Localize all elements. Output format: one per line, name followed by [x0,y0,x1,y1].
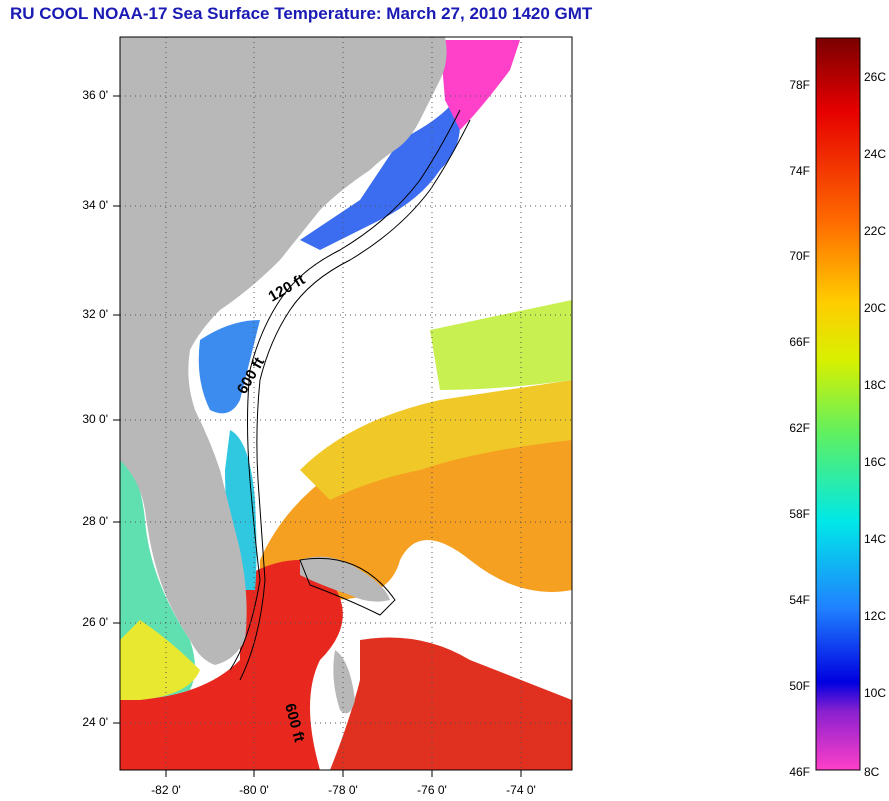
tick-marks [113,95,522,777]
lon-label: -74 0' [506,783,536,797]
lon-label: -80 0' [239,783,269,797]
colorbar-c-label: 26C [864,70,887,84]
gulf-warm-water [120,620,200,700]
colorbar-f-label: 58F [789,507,810,521]
lon-label: -76 0' [417,783,447,797]
isobath-600ft [239,119,471,681]
colorbar-c-label: 16C [864,455,887,469]
gulf-stream-region [120,560,343,770]
colorbar [815,37,861,771]
colorbar-f-label: 50F [789,679,810,693]
colorbar-c-label: 10C [864,686,887,700]
colorbar-f-label: 70F [789,249,810,263]
lat-label: 32 0' [82,307,108,321]
caribbean-warm-region [330,637,572,770]
land-bahamas-north [300,556,390,602]
lon-label: -82 0' [151,783,181,797]
colorbar-c-label: 24C [864,147,887,161]
colorbar-c-label: 12C [864,609,887,623]
mid-warm-region [300,380,572,500]
isobath-120ft [229,109,461,671]
colorbar-c-label: 20C [864,301,887,315]
colorbar-c-label: 8C [864,765,880,779]
lat-label: 30 0' [82,412,108,426]
map-frame [119,36,573,771]
colorbar-f-label: 62F [789,421,810,435]
bahamas-bank-contour [299,557,396,616]
lat-label: 26 0' [82,615,108,629]
georgia-shelf-water [198,320,260,414]
colorbar-f-label: 46F [789,765,810,779]
lat-label: 36 0' [82,88,108,102]
colorbar-f-label: 78F [789,78,810,92]
land-usa [120,37,447,665]
map-title: RU COOL NOAA-17 Sea Surface Temperature:… [10,4,593,23]
cool-green-region [430,300,572,390]
colorbar-f-label: 66F [789,335,810,349]
lon-label: -78 0' [328,783,358,797]
lat-label: 34 0' [82,198,108,212]
warm-water-region [260,400,572,610]
colorbar-c-label: 22C [864,224,887,238]
colorbar-f-label: 74F [789,164,810,178]
colorbar-f-label: 54F [789,593,810,607]
land-andros [333,650,355,714]
graticule [120,37,572,770]
colorbar-c-label: 18C [864,378,887,392]
cold-pink-water [440,40,520,130]
colorbar-c-label: 14C [864,532,887,546]
lat-label: 28 0' [82,514,108,528]
lat-label: 24 0' [82,715,108,729]
shelf-cold-water [300,100,460,250]
